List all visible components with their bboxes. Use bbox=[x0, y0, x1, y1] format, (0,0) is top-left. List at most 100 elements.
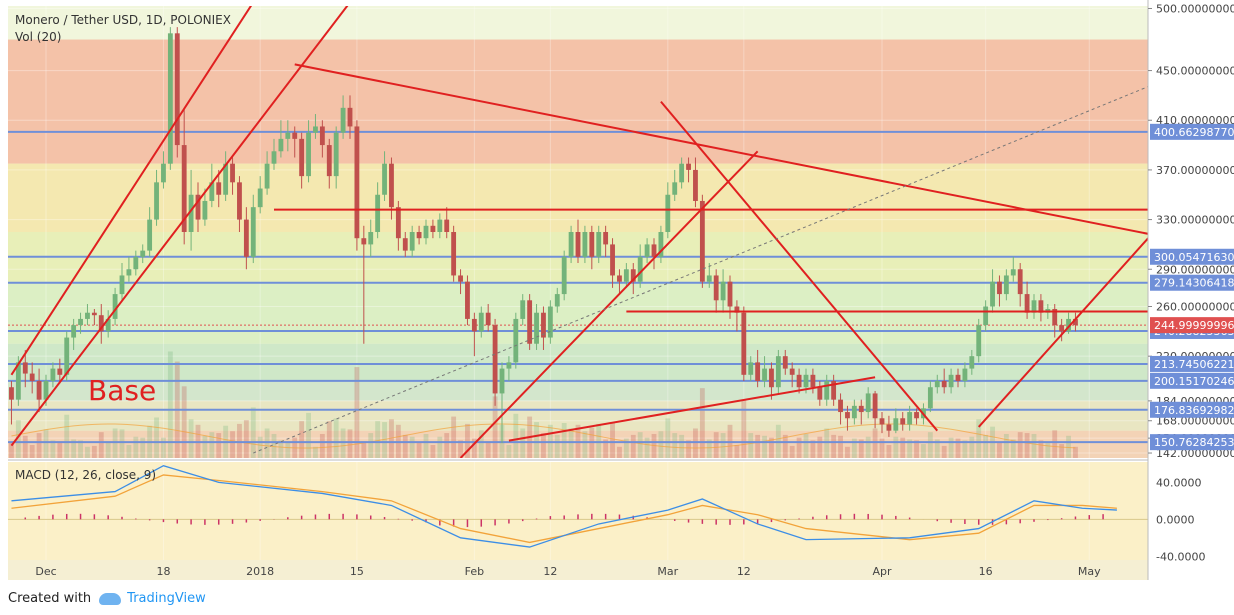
candle-body bbox=[9, 387, 14, 400]
time-tick-label: Feb bbox=[465, 565, 484, 578]
volume-bar bbox=[361, 441, 367, 458]
volume-bar bbox=[485, 441, 491, 458]
volume-bar bbox=[1066, 435, 1071, 458]
candle-body bbox=[762, 368, 767, 382]
candle-body bbox=[927, 387, 933, 409]
candle-body bbox=[672, 182, 678, 195]
volume-bar bbox=[568, 428, 574, 458]
volume-bar bbox=[465, 423, 470, 458]
candle-body bbox=[119, 275, 125, 295]
candle-body bbox=[976, 325, 982, 357]
tradingview-link[interactable]: TradingView bbox=[127, 590, 206, 606]
candle-body bbox=[810, 374, 816, 388]
volume-bar bbox=[554, 434, 560, 458]
time-tick-label: 12 bbox=[543, 565, 557, 578]
candle-body bbox=[1024, 294, 1030, 313]
volume-bar bbox=[679, 434, 685, 458]
candle-body bbox=[112, 294, 118, 319]
price-tick-label: 260.00000000 bbox=[1156, 301, 1234, 314]
candle-body bbox=[665, 194, 671, 232]
price-zone bbox=[8, 400, 1148, 431]
price-zone bbox=[8, 281, 1148, 344]
candle-body bbox=[872, 393, 878, 419]
volume-label: Vol (20) bbox=[15, 30, 61, 44]
volume-bar bbox=[872, 428, 878, 458]
volume-bar bbox=[630, 434, 636, 458]
candle-body bbox=[596, 232, 602, 257]
volume-bar bbox=[582, 431, 588, 458]
volume-bar bbox=[782, 434, 788, 458]
volume-bar bbox=[617, 446, 622, 458]
candle-body bbox=[610, 244, 615, 276]
volume-bar bbox=[658, 431, 664, 458]
volume-bar bbox=[1003, 433, 1009, 458]
candle-body bbox=[817, 387, 823, 400]
time-tick-label: 2018 bbox=[246, 565, 274, 578]
candle-body bbox=[997, 281, 1002, 295]
macd-tick-label: 40.0000 bbox=[1156, 476, 1202, 489]
trend-line bbox=[660, 100, 939, 432]
price-tick-label: 290.00000000 bbox=[1156, 263, 1234, 276]
candle-body bbox=[755, 362, 761, 382]
candle-body bbox=[292, 132, 298, 139]
candle-body bbox=[1010, 269, 1016, 276]
candle-body bbox=[181, 145, 187, 232]
candle-body bbox=[969, 356, 975, 369]
volume-bar bbox=[333, 418, 339, 458]
volume-bar bbox=[209, 432, 215, 458]
trend-line bbox=[508, 376, 876, 442]
volume-bar bbox=[126, 444, 132, 458]
candle-body bbox=[430, 225, 436, 232]
candle-body bbox=[568, 232, 574, 257]
candle-body bbox=[824, 381, 830, 400]
candle-body bbox=[451, 232, 457, 276]
volume-bar bbox=[36, 433, 42, 458]
volume-bar bbox=[513, 413, 519, 458]
volume-bar bbox=[409, 436, 415, 458]
candle-body bbox=[36, 381, 42, 400]
candle-body bbox=[161, 163, 166, 183]
axes: 500.00000000450.00000000410.00000000370.… bbox=[8, 0, 1234, 580]
candle-body bbox=[423, 225, 429, 239]
candle-body bbox=[250, 207, 256, 257]
candle-body bbox=[1031, 300, 1037, 313]
candle-body bbox=[278, 138, 284, 152]
price-tick-label: 168.00000000 bbox=[1156, 415, 1234, 428]
candle-body bbox=[361, 238, 367, 245]
macd-label: MACD (12, 26, close, 9) bbox=[15, 468, 156, 482]
price-tick-label: 370.00000000 bbox=[1156, 164, 1234, 177]
candle-body bbox=[679, 163, 685, 183]
volume-bar bbox=[644, 437, 650, 458]
volume-bar bbox=[907, 439, 913, 458]
candle-body bbox=[50, 368, 56, 382]
volume-bar bbox=[1017, 432, 1023, 458]
volume-bar bbox=[713, 432, 719, 458]
candle-body bbox=[313, 126, 318, 133]
volume-bar bbox=[976, 419, 982, 458]
candle-body bbox=[851, 405, 857, 419]
time-tick-label: Apr bbox=[872, 565, 892, 578]
candle-body bbox=[485, 312, 491, 326]
volume-bar bbox=[202, 435, 208, 458]
volume-bar bbox=[845, 446, 850, 458]
candle-body bbox=[1073, 318, 1078, 326]
volume-bar bbox=[803, 433, 809, 458]
candle-body bbox=[167, 33, 173, 164]
candle-body bbox=[955, 374, 961, 382]
base-annotation: Base bbox=[88, 374, 156, 407]
candle-body bbox=[941, 381, 947, 388]
candle-body bbox=[1052, 308, 1058, 326]
volume-bar bbox=[983, 434, 989, 458]
price-zone bbox=[8, 39, 1148, 164]
candle-body bbox=[554, 294, 560, 307]
candle-body bbox=[347, 107, 353, 127]
volume-bar bbox=[1052, 430, 1058, 458]
volume-bar bbox=[306, 412, 311, 458]
trend-line bbox=[10, 6, 253, 376]
volume-bar bbox=[22, 435, 28, 458]
price-zones bbox=[8, 0, 1234, 580]
candle-body bbox=[603, 232, 609, 245]
volume-bar bbox=[237, 423, 242, 458]
candle-body bbox=[306, 132, 311, 177]
time-tick-label: Dec bbox=[35, 565, 56, 578]
